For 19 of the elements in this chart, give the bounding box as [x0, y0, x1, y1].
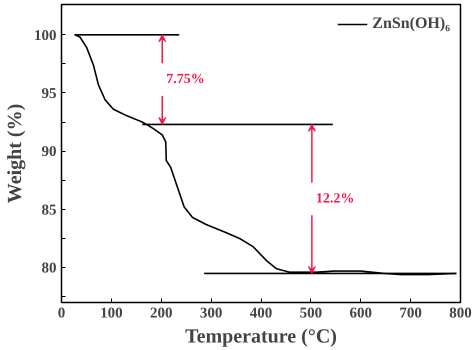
- annotation: 7.75%: [166, 72, 205, 88]
- legend-label: ZnSn(OH)₆: [372, 15, 450, 33]
- y-tick-label: 100: [34, 28, 56, 44]
- x-tick-label: 200: [150, 306, 172, 322]
- x-axis-title: Temperature (°C): [185, 326, 337, 348]
- x-tick-label: 100: [100, 306, 123, 322]
- x-tick-label: 0: [58, 306, 66, 322]
- x-tick-label: 600: [350, 306, 372, 322]
- y-tick-label: 90: [42, 144, 56, 160]
- x-tick-label: 800: [449, 306, 472, 322]
- y-tick-label: 80: [42, 260, 56, 277]
- x-tick-label: 400: [250, 306, 272, 322]
- y-tick-label: 85: [42, 202, 56, 218]
- y-tick-label: 95: [42, 86, 56, 102]
- y-axis-title: Weight (%): [4, 104, 26, 204]
- x-tick-label: 300: [200, 306, 222, 322]
- x-tick-label: 500: [300, 306, 322, 322]
- annotation: 12.2%: [316, 191, 354, 206]
- x-tick-label: 700: [399, 306, 422, 322]
